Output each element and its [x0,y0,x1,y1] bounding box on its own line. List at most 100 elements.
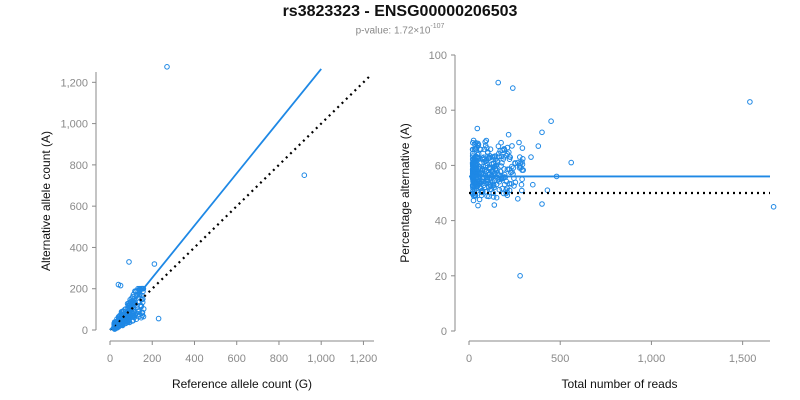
panel-right-x-tick-label: 1,000 [638,353,666,365]
panel-right-data-point [490,190,497,196]
panel-right-data-point [495,143,502,149]
panel-left-data-point [129,309,135,316]
panel-right-data-point [528,154,534,160]
panel-right-data-point [491,202,498,208]
panel-left-y-tick-label: 0 [82,325,88,337]
panel-right-data-point [512,160,518,166]
panel-right-data-point [519,176,525,182]
panel-left-data-point [151,261,158,267]
panel-right-data-point [470,140,476,146]
panel-right-data-point [501,154,507,160]
chart-title: rs3823323 - ENSG00000206503 [282,3,518,20]
panel-left-data-point [140,285,147,292]
panel-right-data-point [509,143,515,149]
panel-left-data-point [117,282,124,289]
panel-right-data-point [504,185,511,192]
panel-left-data-point [137,302,143,309]
panel-right-data-point [501,166,508,172]
panel-left-x-tick-label: 600 [228,353,246,365]
panel-left-data-point [164,64,170,70]
panel-right-data-point [479,189,486,195]
panel-right-data-point [469,162,476,168]
p-value-text: p-value: 1.72×10 [355,25,431,37]
panel-right-data-point [469,146,476,153]
panel-right-data-point [509,163,515,170]
panel-right-data-point [496,153,502,160]
panel-right-data-point [471,157,478,163]
panel-left-x-tick-label: 0 [107,353,113,365]
panel-left-y-tick-label: 400 [70,242,88,254]
panel-right-data-point [535,143,542,149]
panel-left-y-tick-label: 200 [70,284,88,296]
chart-subtitle: p-value: 1.72×10-107 [0,23,800,37]
panel-left-x-tick-label: 200 [143,353,161,365]
panel-right-data-point [504,144,511,151]
panel-right-data-point [475,151,482,157]
panel-left-data-point [140,313,147,320]
panel-right-data-point [470,160,476,166]
panel-right-data-point [539,129,545,136]
panel-right-data-point [507,169,514,176]
panel-right-data-point [482,139,489,145]
panel-right-data-point [470,172,476,179]
panel-left-x-tick-label: 1,000 [307,353,335,365]
panel-right-data-point [470,137,477,144]
panel-left-data-point [155,315,162,322]
panel-right-data-point [494,159,501,165]
panel-left-x-tick-label: 400 [185,353,203,365]
panel-right-data-point [475,202,481,209]
panel-right-data-point [470,197,477,204]
panel-left-data-point [134,287,140,294]
panel-right-data-point [747,99,753,105]
panel-right-data-point [484,179,491,185]
panel-right-data-point [548,118,554,124]
panel-left-data-point [124,318,131,324]
panel-right-data-point [477,185,483,192]
panel-right-data-point [479,156,486,163]
panel-right-data-point [498,163,504,169]
panel-right-data-point [519,187,525,194]
panel-left-data-point [140,306,147,312]
panel-right-data-point [480,182,487,189]
panel-left-data-point [126,259,132,265]
panel-right-data-point [499,147,506,154]
panel-right-data-point [493,194,500,201]
panel-right-data-point [484,176,491,183]
panel-right-data-point [519,145,526,151]
panel-right-data-point [530,181,536,188]
panel-right-y-tick-label: 20 [435,271,447,283]
panel-right-y-tick-label: 0 [441,326,447,338]
panel-right-data-point [520,167,527,173]
panel-right-data-point [479,155,486,161]
panel-right-data-point [490,194,497,200]
panel-right-data-point [496,186,503,193]
panel-right-data-point [482,142,489,149]
panel-right-data-point [474,125,481,132]
panel-right-data-point [477,146,483,152]
panel-right-y-tick-label: 100 [429,50,447,62]
panel-right-data-point [508,181,515,187]
panel-left-data-point [130,304,137,311]
panel-left-data-point [136,299,142,305]
p-value-exponent: -107 [430,23,445,30]
panel-right-data-point [515,159,521,166]
panel-left-data-point [132,288,138,295]
panel-right-y-tick-label: 80 [435,105,447,117]
panel-right-data-point [516,139,522,146]
panel-right-data-point [497,168,504,175]
panel-right-y-tick-label: 40 [435,216,447,228]
panel-left-fit-line [109,68,322,331]
panel-right-data-point [515,196,521,202]
panel-right-data-point [503,178,510,185]
panel-left-y-axis-title: Alternative allele count (A) [39,131,53,271]
panel-right-data-point [539,201,545,207]
panel-left-data-point [136,308,142,315]
panel-right-y-tick-label: 60 [435,160,447,172]
panel-right-data-point [483,168,490,175]
panel-right-data-point [510,85,516,91]
panel-right-data-point [492,153,498,159]
panel-right-data-point [484,150,491,156]
panel-right-data-point [496,172,503,178]
panel-right-data-point [483,160,490,166]
